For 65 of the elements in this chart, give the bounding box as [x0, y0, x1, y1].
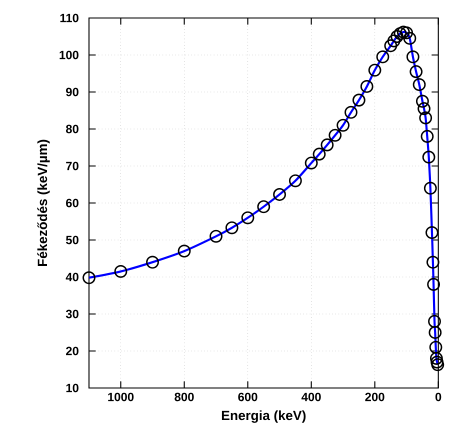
point	[178, 244, 191, 258]
x-axis-title: Energia (keV)	[222, 410, 306, 423]
point	[257, 200, 270, 214]
point	[403, 32, 416, 45]
point	[352, 94, 366, 107]
y-tick-label: 10	[66, 384, 78, 392]
point	[420, 130, 434, 143]
x-tick-label: 800	[174, 392, 194, 402]
point	[426, 256, 440, 269]
point	[146, 256, 159, 269]
point	[400, 26, 414, 40]
y-tick-label: 80	[66, 124, 78, 134]
point	[288, 174, 302, 188]
y-tick-label: 30	[66, 310, 78, 318]
point	[328, 128, 342, 142]
y-tick-label: 20	[66, 346, 78, 356]
x-tick-label: 200	[365, 392, 384, 402]
point	[82, 271, 96, 284]
point	[394, 27, 407, 40]
line-series	[88, 30, 439, 366]
x-tick-label: 400	[301, 392, 321, 402]
y-tick-label: 90	[66, 88, 78, 96]
y-tick-label: 60	[66, 198, 78, 208]
point	[344, 106, 358, 119]
point	[387, 34, 400, 48]
point	[320, 138, 334, 152]
y-tick-label: 100	[60, 50, 78, 60]
point	[376, 50, 390, 64]
point	[273, 188, 286, 201]
y-tick-label: 110	[60, 14, 78, 22]
point	[422, 150, 436, 164]
x-tick-label: 0	[435, 392, 442, 402]
point	[336, 118, 350, 132]
y-axis-title: Fékeződés (keV/µm)	[37, 140, 50, 266]
point	[241, 211, 254, 224]
point	[431, 358, 444, 372]
x-tick-label: 600	[238, 392, 258, 402]
point	[360, 80, 374, 93]
point	[428, 326, 442, 339]
point	[428, 314, 441, 328]
point	[429, 340, 442, 354]
y-tick-label: 70	[66, 162, 78, 170]
point	[114, 264, 128, 278]
point	[427, 278, 440, 291]
point	[384, 39, 398, 52]
point	[430, 352, 443, 365]
point	[426, 226, 438, 240]
point	[419, 111, 432, 124]
point	[424, 182, 437, 195]
point	[406, 50, 420, 64]
point	[430, 356, 444, 369]
point	[396, 26, 410, 39]
point	[412, 78, 426, 92]
point	[390, 30, 404, 43]
x-tick-label: 1000	[108, 392, 134, 402]
point	[418, 102, 430, 116]
point	[210, 230, 222, 243]
point	[304, 156, 318, 170]
point	[410, 65, 423, 78]
point	[312, 148, 326, 161]
point	[416, 94, 429, 108]
y-tick-label: 40	[66, 272, 78, 282]
point	[368, 64, 382, 77]
point	[225, 221, 238, 234]
y-tick-label: 50	[66, 236, 78, 244]
